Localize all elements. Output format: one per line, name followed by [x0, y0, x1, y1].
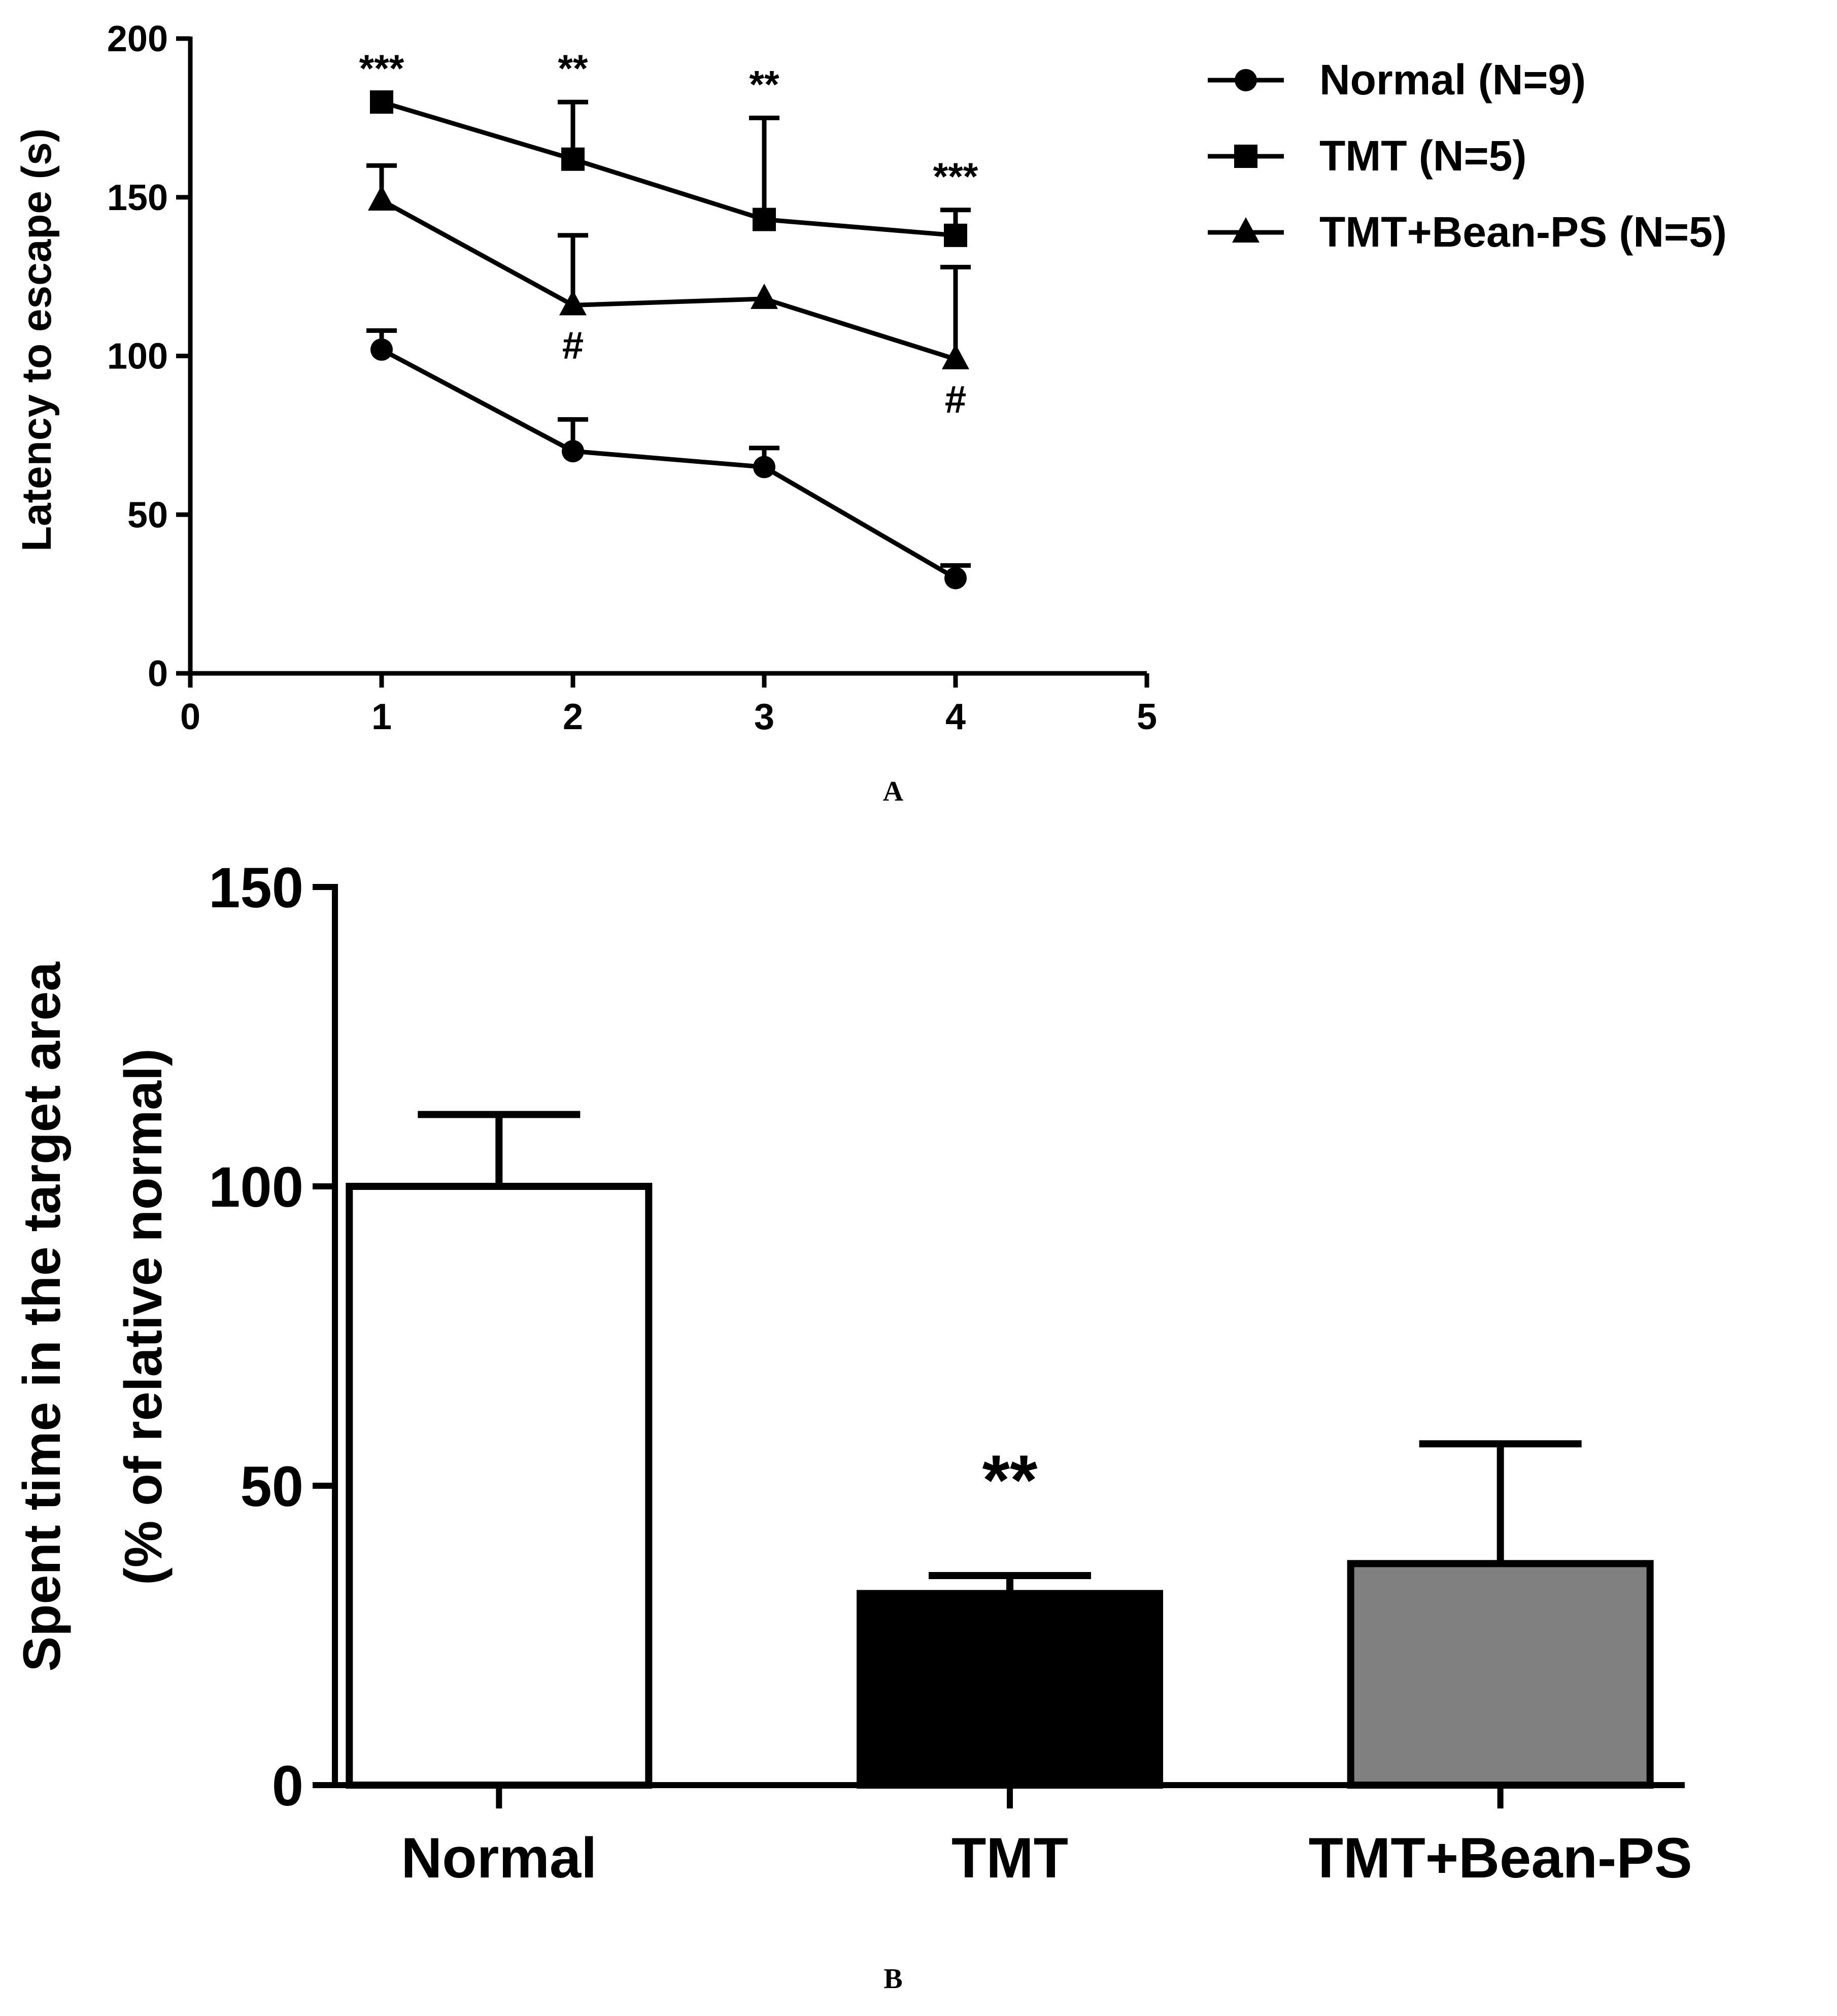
x-tick-label: 4: [945, 697, 966, 737]
line-chart-significance: *** ** *****##: [359, 47, 978, 421]
category-label: TMT: [951, 1826, 1068, 1890]
data-point: [559, 290, 587, 316]
data-point: [753, 456, 775, 479]
legend-marker: [1235, 69, 1257, 91]
legend-marker: [1234, 145, 1257, 168]
series-line: [381, 99, 956, 238]
bar-chart-panel-b: 0 50 100 150 Normal TMT ** TMT+Bean-PS Spent t…: [13, 856, 1692, 1995]
significance-marker: ***: [933, 155, 978, 198]
significance-hash: #: [562, 324, 584, 367]
data-point: [753, 208, 776, 231]
line-chart-axes: 0 50 100 150 200 0 1 2 3 4 5: [107, 19, 1157, 737]
y-tick-label: 150: [107, 178, 168, 218]
y-tick-label: 100: [107, 336, 168, 377]
bar-chart-y-axis-title-line1: Spent time in the target area: [13, 962, 72, 1672]
data-point: [561, 147, 585, 171]
bar-chart-bars: Normal TMT ** TMT+Bean-PS: [346, 1111, 1692, 1890]
bar: [1347, 1560, 1654, 1789]
category-label: TMT+Bean-PS: [1309, 1826, 1692, 1890]
y-tick-label: 50: [240, 1455, 303, 1518]
significance-marker: **: [558, 47, 588, 90]
bar-chart-y-axis-title-line2: (% of relative normal): [114, 1048, 173, 1585]
significance-marker: **: [982, 1440, 1038, 1520]
line-chart-series: [366, 90, 971, 590]
category-label: Normal: [401, 1826, 597, 1890]
data-point: [370, 90, 393, 114]
significance-hash: #: [945, 378, 966, 421]
bar: [857, 1590, 1163, 1789]
significance-marker: **: [749, 63, 779, 106]
line-chart-y-axis-title: Latency to escape (s): [14, 128, 60, 552]
data-point: [944, 567, 967, 590]
x-tick-label: 5: [1137, 697, 1157, 737]
series-line: [380, 348, 957, 580]
legend-label: Normal (N=9): [1319, 56, 1586, 104]
legend-label: TMT (N=5): [1319, 132, 1526, 180]
y-tick-label: 50: [127, 495, 168, 535]
x-tick-label: 0: [180, 697, 200, 737]
panel-b-caption: B: [883, 1963, 902, 1995]
data-point: [942, 344, 969, 369]
legend-label: TMT+Bean-PS (N=5): [1319, 208, 1727, 256]
y-tick-label: 100: [209, 1155, 303, 1219]
x-tick-label: 2: [563, 697, 583, 737]
y-tick-label: 200: [107, 19, 168, 59]
data-point: [944, 223, 967, 247]
bar: [346, 1183, 653, 1789]
y-tick-label: 150: [209, 856, 303, 919]
data-point: [751, 283, 778, 309]
data-point: [562, 440, 584, 463]
data-point: [368, 185, 395, 211]
panel-a-caption: A: [883, 776, 904, 807]
significance-marker: ***: [359, 47, 404, 90]
legend-marker: [1232, 217, 1260, 243]
y-tick-label: 0: [148, 654, 168, 694]
x-tick-label: 1: [371, 697, 392, 737]
y-tick-label: 0: [272, 1754, 303, 1818]
data-point: [370, 338, 393, 361]
line-chart-legend: Normal (N=9) TMT (N=5) TMT+Bean-PS (N=5): [1208, 56, 1727, 256]
series-line: [380, 198, 957, 362]
x-tick-label: 3: [754, 697, 774, 737]
